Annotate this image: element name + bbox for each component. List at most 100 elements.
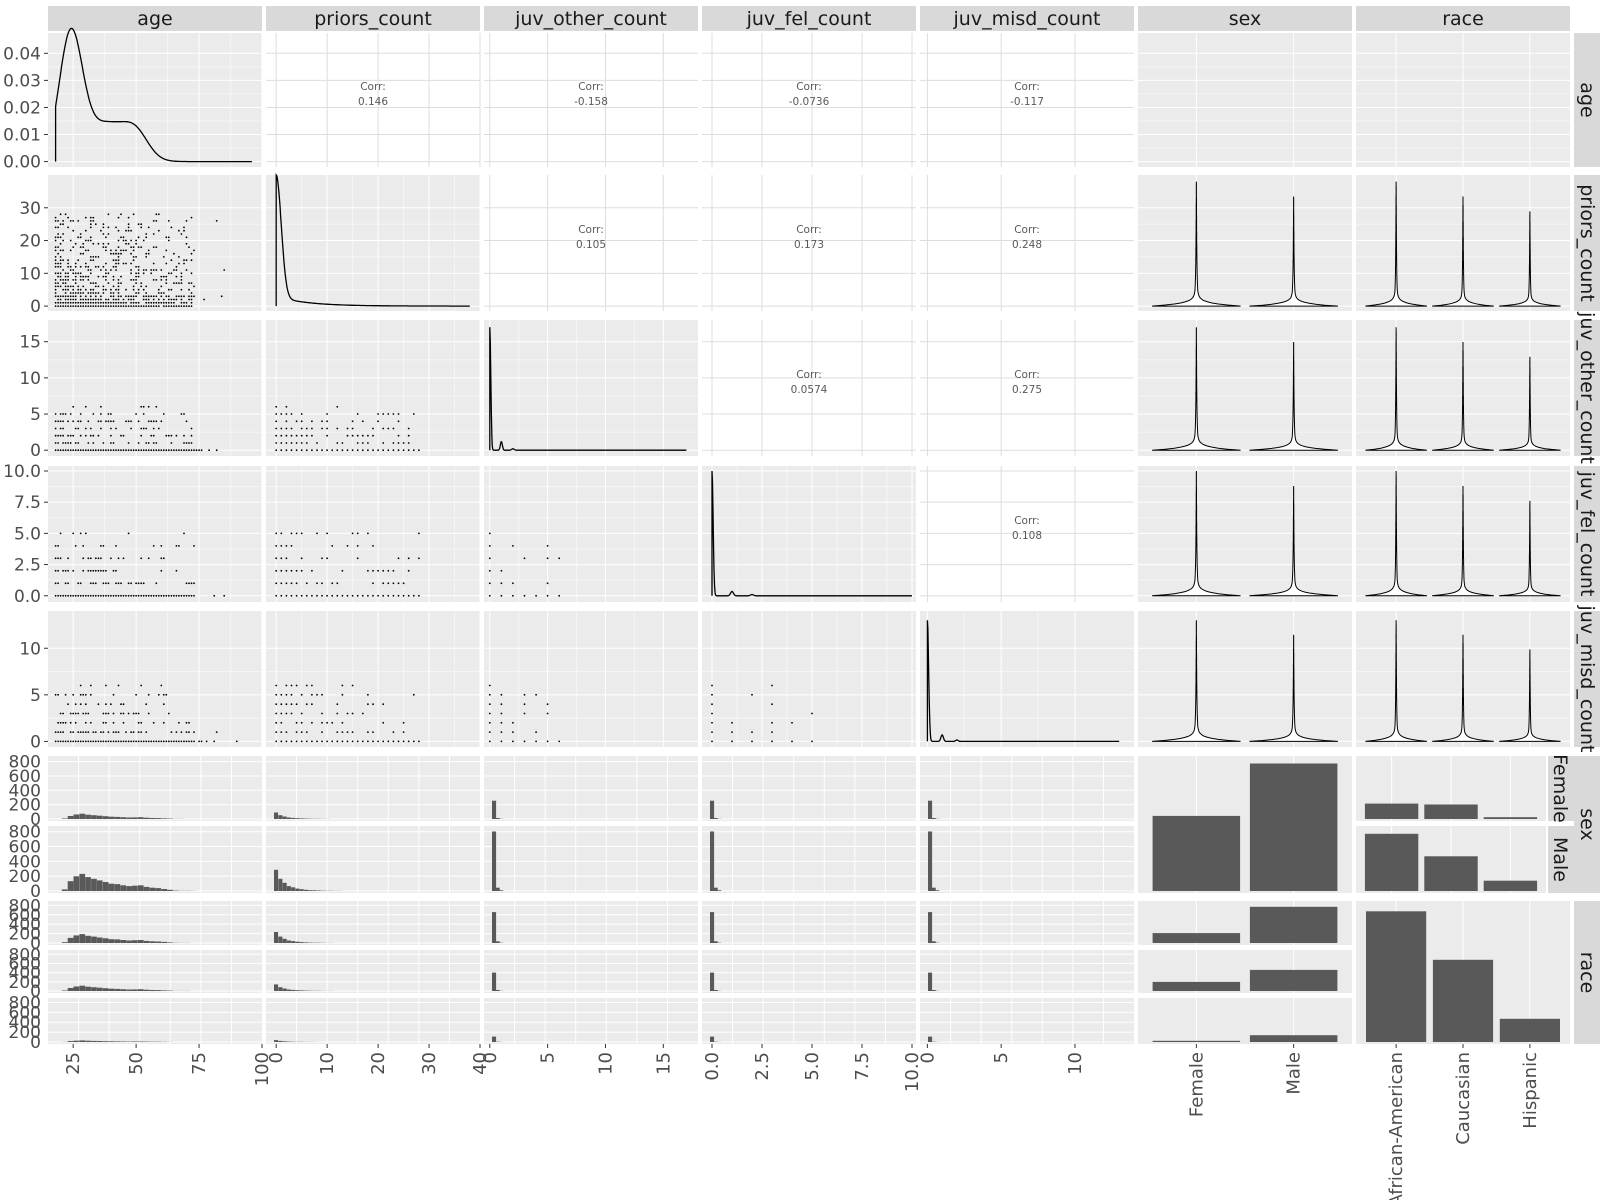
scatter-point — [300, 721, 303, 724]
scatter-point — [127, 582, 130, 585]
scatter-point — [57, 693, 59, 696]
scatter-point — [173, 301, 175, 304]
scatter-point — [150, 420, 153, 423]
scatter-point — [280, 740, 283, 743]
scatter-point — [178, 594, 180, 597]
scatter-point — [79, 731, 82, 733]
histogram-bar — [137, 989, 144, 991]
scatter-point — [112, 740, 115, 743]
histogram-bar — [149, 941, 156, 943]
violin-juv_fel_count — [1152, 471, 1241, 597]
scatter-point — [356, 545, 359, 547]
scatter-point — [280, 449, 283, 452]
scatter-point — [771, 684, 773, 687]
scatter-point — [316, 693, 318, 696]
scatter-point — [79, 265, 82, 268]
violin-juv_fel_count — [1365, 471, 1427, 597]
scatter-point — [122, 557, 125, 560]
x-tick-label-juv_fel_count: 0.0 — [702, 1052, 723, 1081]
scatter-point — [488, 582, 491, 585]
scatter-point — [140, 740, 143, 743]
scatter-point — [361, 434, 364, 437]
scatter-point — [285, 405, 288, 408]
scatter-point — [203, 298, 206, 301]
scatter-point — [89, 594, 92, 597]
scatter-point — [321, 721, 323, 724]
scatter-point — [295, 594, 298, 597]
scatter-point — [89, 239, 92, 242]
scatter-point — [127, 298, 130, 301]
scatter-point — [295, 449, 298, 452]
scatter-point — [152, 220, 155, 222]
scatter-point — [107, 242, 110, 245]
histogram-bar — [278, 815, 283, 819]
scatter-point — [771, 740, 773, 743]
scatter-point — [285, 413, 288, 415]
histogram-bar — [137, 817, 144, 819]
scatter-point — [100, 269, 102, 271]
scatter-point — [112, 292, 115, 294]
facet-y-tick-label: 0 — [30, 934, 41, 954]
scatter-point — [300, 442, 303, 444]
facet-panel-juv_other_count — [484, 950, 698, 993]
scatter-point — [74, 305, 77, 307]
facet-y-tick-label: 400 — [9, 1013, 41, 1033]
scatter-point — [89, 259, 92, 262]
scatter-point — [546, 594, 549, 597]
scatter-point — [285, 594, 288, 597]
histogram-bar — [126, 817, 132, 819]
scatter-point — [152, 721, 155, 724]
scatter-point — [100, 413, 102, 415]
scatter-point — [84, 295, 87, 298]
scatter-point — [178, 721, 180, 724]
scatter-point — [117, 256, 120, 258]
scatter-point — [57, 236, 59, 239]
scatter-point — [155, 405, 158, 408]
scatter-point — [285, 703, 288, 706]
scatter-point — [112, 442, 115, 444]
scatter-point — [275, 532, 278, 535]
scatter-point — [285, 434, 288, 437]
scatter-point — [112, 712, 115, 715]
scatter-point — [377, 413, 379, 415]
scatter-point — [79, 740, 82, 743]
scatter-point — [79, 594, 82, 597]
x-tick-label-age: 100 — [252, 1052, 273, 1086]
scatter-point — [132, 305, 135, 307]
scatter-point — [500, 721, 503, 724]
histogram-bar — [928, 831, 933, 891]
scatter-point — [120, 249, 122, 252]
scatter-point — [62, 569, 64, 572]
scatter-point — [140, 731, 143, 733]
scatter-point — [336, 427, 339, 430]
histogram-bar — [161, 889, 167, 891]
scatter-point — [300, 449, 303, 452]
scatter-point — [87, 712, 90, 715]
scatter-point — [336, 582, 339, 585]
violin-priors_count — [1499, 211, 1561, 307]
row-strip-juv_fel_count — [1574, 466, 1600, 602]
scatter-point — [100, 229, 102, 232]
scatter-point — [64, 594, 67, 597]
scatter-point — [64, 272, 67, 275]
scatter-point — [64, 275, 67, 278]
corr-value: -0.158 — [574, 96, 608, 108]
bar-race-2-sex-male — [1249, 1035, 1338, 1042]
scatter-point — [87, 301, 90, 304]
scatter-point — [175, 740, 178, 743]
scatter-point — [107, 282, 110, 284]
scatter-point — [92, 305, 95, 307]
histogram-bar — [85, 935, 91, 943]
histogram-bar — [928, 912, 933, 943]
scatter-point — [132, 279, 135, 281]
scatter-point — [127, 216, 130, 219]
histogram-bar — [149, 818, 156, 819]
scatter-point — [321, 427, 323, 430]
scatter-point — [62, 279, 64, 281]
scatter-point — [92, 582, 95, 585]
scatter-point — [811, 712, 813, 715]
bar-sex-female-race-african-american — [1364, 803, 1419, 819]
scatter-point — [102, 292, 105, 294]
scatter-point — [57, 305, 59, 307]
scatter-point — [418, 594, 420, 597]
